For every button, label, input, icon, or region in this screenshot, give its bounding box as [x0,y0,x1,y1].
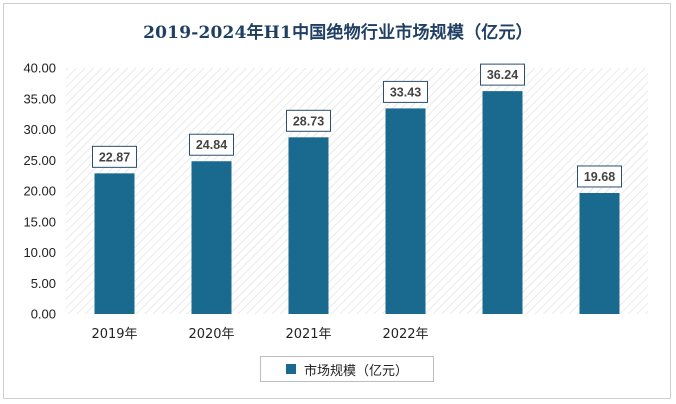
x-tick-label: 2020年 [188,327,234,342]
legend-swatch [285,364,296,374]
y-tick-label: 25.00 [23,153,56,168]
data-label-text: 33.43 [390,85,421,99]
y-tick-label: 15.00 [23,214,56,229]
data-label-text: 28.73 [293,114,324,128]
bar [288,137,329,314]
bar [579,192,620,314]
bar [482,91,523,315]
y-tick-label: 35.00 [23,91,56,106]
data-label-box [480,63,525,86]
data-label-text: 24.84 [196,138,227,152]
legend-label: 市场规模（亿元） [303,363,408,379]
data-label: 24.84 [189,133,234,156]
data-label-box [383,80,428,103]
data-label: 19.68 [577,165,622,188]
bar [191,161,232,314]
legend: 市场规模（亿元） [260,356,434,382]
x-tick-label: 2021年 [285,327,331,342]
data-label-box [577,165,622,188]
y-tick-label: 0.00 [31,307,56,322]
x-tick-label: 2019年 [91,327,137,342]
y-tick-label: 5.00 [31,276,56,291]
data-label-text: 36.24 [487,68,518,82]
data-label-text: 22.87 [99,150,130,164]
y-tick-label: 30.00 [23,122,56,137]
data-label-box [92,145,137,168]
y-tick-label: 10.00 [23,245,56,260]
y-tick-label: 20.00 [23,184,56,199]
data-label: 28.73 [286,109,331,132]
data-label-box [189,133,234,156]
data-label: 22.87 [92,145,137,168]
bar [385,108,426,314]
chart-title: 2019-2024年H1中国绝物行业市场规模（亿元） [143,23,533,43]
bar [94,173,135,314]
data-label-text: 19.68 [584,170,615,184]
data-label: 36.24 [480,63,525,86]
x-tick-label: 2022年 [382,327,428,342]
plot-area [66,68,648,314]
data-label: 33.43 [383,80,428,103]
y-tick-label: 40.00 [23,61,56,76]
data-label-box [286,109,331,132]
